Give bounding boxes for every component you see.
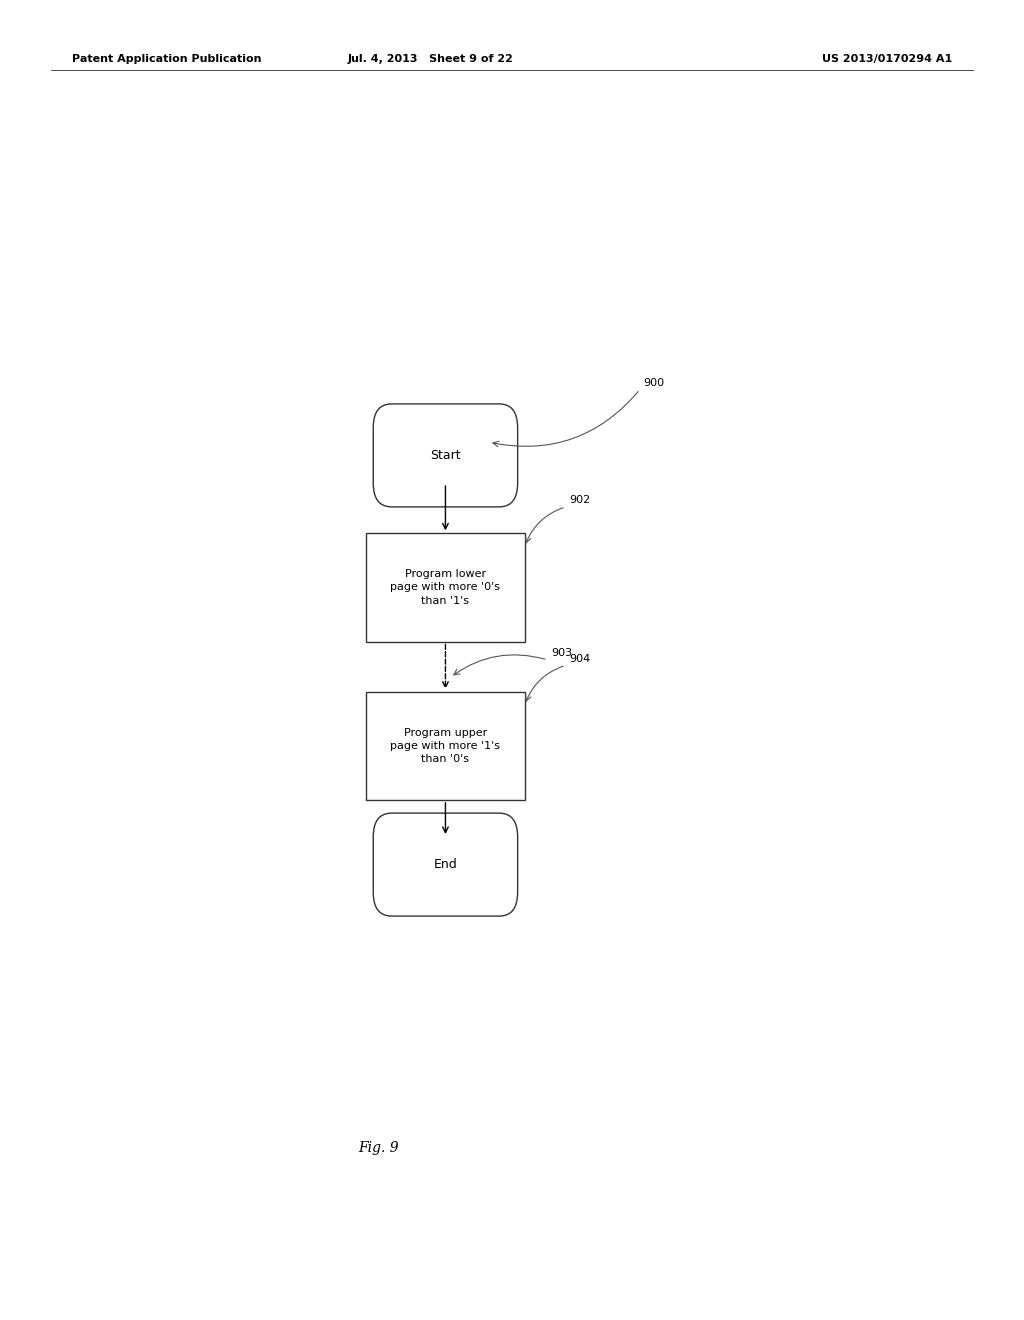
FancyBboxPatch shape xyxy=(373,813,517,916)
Text: 900: 900 xyxy=(643,378,665,388)
Text: End: End xyxy=(433,858,458,871)
Text: 904: 904 xyxy=(569,653,590,664)
Text: 903: 903 xyxy=(551,648,572,659)
Text: Jul. 4, 2013   Sheet 9 of 22: Jul. 4, 2013 Sheet 9 of 22 xyxy=(347,54,513,65)
Text: US 2013/0170294 A1: US 2013/0170294 A1 xyxy=(822,54,952,65)
FancyBboxPatch shape xyxy=(373,404,517,507)
Text: Program lower
page with more '0's
than '1's: Program lower page with more '0's than '… xyxy=(390,569,501,606)
Text: Patent Application Publication: Patent Application Publication xyxy=(72,54,261,65)
Bar xyxy=(367,692,524,800)
Text: Program upper
page with more '1's
than '0's: Program upper page with more '1's than '… xyxy=(390,727,501,764)
Text: 902: 902 xyxy=(569,495,590,506)
Text: Fig. 9: Fig. 9 xyxy=(358,1142,399,1155)
Text: Start: Start xyxy=(430,449,461,462)
Bar xyxy=(367,533,524,642)
